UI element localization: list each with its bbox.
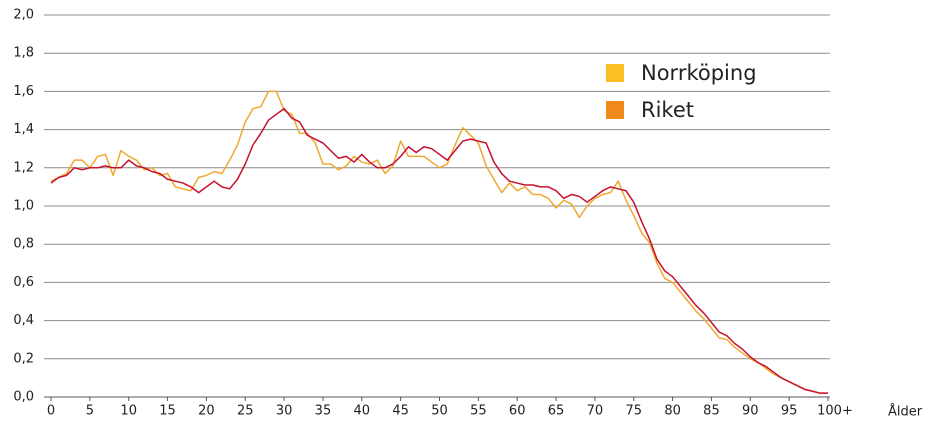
x-tick-label: 35 [315, 404, 332, 419]
y-tick-label: 1,8 [13, 46, 34, 61]
legend-label: Norrköping [641, 61, 757, 85]
y-tick-label: 1,2 [13, 160, 34, 175]
x-tick-label: 100+ [817, 404, 853, 419]
y-tick-label: 0,8 [13, 237, 34, 252]
legend-swatch [606, 101, 624, 119]
x-tick-label: 30 [276, 404, 293, 419]
legend-label: Riket [641, 98, 694, 122]
y-tick-label: 2,0 [13, 8, 34, 23]
y-tick-label: 0,6 [13, 275, 34, 290]
x-tick-label: 65 [548, 404, 565, 419]
x-tick-label: 10 [120, 404, 137, 419]
x-tick-label: 80 [664, 404, 681, 419]
x-tick-label: 0 [47, 404, 55, 419]
x-axis-label: Ålder [888, 404, 923, 420]
x-tick-label: 25 [237, 404, 254, 419]
legend-swatch [606, 64, 624, 82]
x-tick-label: 55 [470, 404, 487, 419]
y-tick-label: 0,4 [13, 313, 34, 328]
y-tick-label: 1,4 [13, 122, 34, 137]
y-tick-label: 1,0 [13, 199, 34, 214]
x-tick-label: 40 [354, 404, 371, 419]
x-tick-label: 5 [86, 404, 94, 419]
series-line [50, 107, 828, 394]
x-tick-label: 50 [431, 404, 448, 419]
x-tick-label: 15 [159, 404, 176, 419]
y-tick-label: 0,0 [13, 390, 34, 405]
x-tick-label: 70 [587, 404, 604, 419]
x-tick-label: 85 [703, 404, 720, 419]
x-tick-label: 75 [625, 404, 642, 419]
x-tick-label: 95 [781, 404, 798, 419]
x-tick-label: 45 [392, 404, 409, 419]
y-tick-label: 0,2 [13, 351, 34, 366]
series-line [50, 90, 828, 394]
x-tick-label: 90 [742, 404, 759, 419]
x-tick-label: 20 [198, 404, 215, 419]
y-tick-label: 1,6 [13, 84, 34, 99]
x-tick-label: 60 [509, 404, 526, 419]
